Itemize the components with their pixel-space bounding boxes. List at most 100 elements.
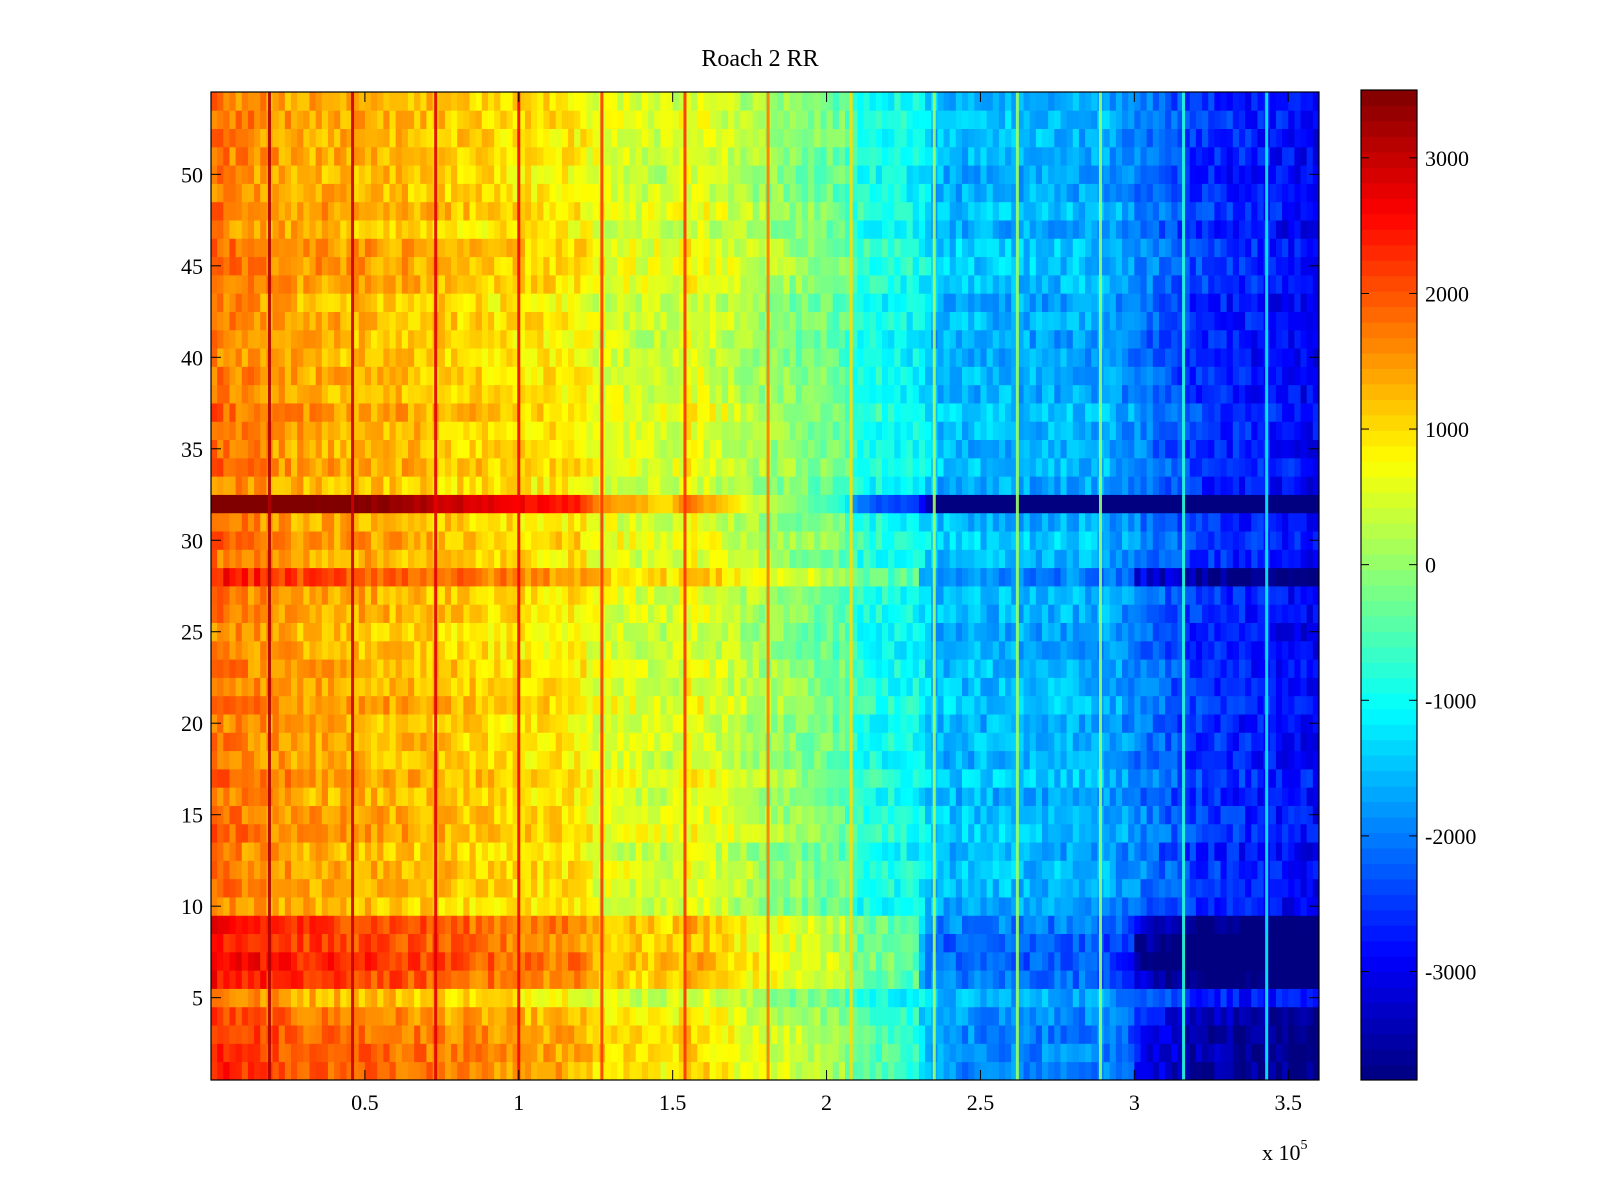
- heatmap-cell: [407, 951, 415, 971]
- heatmap-cell: [506, 1043, 514, 1063]
- heatmap-cell: [691, 823, 698, 843]
- heatmap-cell: [814, 878, 821, 898]
- heatmap-cell: [321, 842, 329, 861]
- heatmap-cell: [555, 842, 563, 861]
- heatmap-cell: [364, 988, 372, 1008]
- heatmap-cell: [1122, 897, 1129, 916]
- heatmap-cell: [1177, 878, 1184, 898]
- heatmap-cell: [709, 915, 717, 935]
- heatmap-cell: [494, 714, 501, 733]
- heatmap-cell: [752, 805, 760, 825]
- heatmap-cell: [549, 915, 557, 935]
- heatmap-cell: [414, 970, 421, 989]
- heatmap-cell: [783, 988, 791, 1008]
- heatmap-cell: [894, 915, 901, 935]
- heatmap-cell: [783, 640, 791, 660]
- heatmap-cell: [352, 659, 360, 678]
- heatmap-cell: [801, 750, 809, 770]
- heatmap-cell: [703, 567, 710, 587]
- heatmap-cell: [863, 823, 871, 843]
- heatmap-cell: [863, 732, 871, 752]
- heatmap-cell: [660, 988, 667, 1008]
- heatmap-cell: [518, 768, 526, 788]
- heatmap-cell: [561, 714, 569, 733]
- heatmap-cell: [407, 842, 415, 861]
- heatmap-cell: [494, 640, 501, 660]
- heatmap-cell: [549, 1043, 557, 1063]
- heatmap-cell: [426, 1025, 433, 1044]
- heatmap-cell: [1005, 823, 1012, 843]
- heatmap-cell: [1128, 677, 1135, 697]
- heatmap-cell: [998, 988, 1006, 1008]
- heatmap-cell: [961, 567, 969, 587]
- heatmap-cell: [845, 860, 852, 880]
- chart-title: Roach 2 RR: [701, 46, 818, 72]
- heatmap-cell: [629, 988, 637, 1008]
- heatmap-cell: [691, 677, 698, 697]
- heatmap-cell: [832, 951, 840, 971]
- heatmap-cell: [1078, 897, 1086, 916]
- heatmap-cell: [284, 933, 292, 953]
- heatmap-cell: [1066, 732, 1074, 752]
- heatmap-cell: [457, 567, 464, 587]
- heatmap-cell: [247, 915, 255, 935]
- heatmap-cell: [746, 567, 754, 587]
- heatmap-cell: [1183, 622, 1191, 642]
- heatmap-cell: [241, 1061, 249, 1081]
- heatmap-cell: [715, 732, 723, 752]
- heatmap-cell: [426, 860, 433, 880]
- heatmap-cell: [358, 768, 366, 788]
- heatmap-cell: [1232, 951, 1240, 971]
- heatmap-cell: [555, 714, 563, 733]
- heatmap-cell: [444, 659, 452, 678]
- heatmap-cell: [1042, 567, 1049, 587]
- heatmap-cell: [795, 750, 803, 770]
- heatmap-cell: [777, 622, 784, 642]
- heatmap-cell: [752, 1006, 760, 1026]
- heatmap-cell: [340, 768, 347, 788]
- heatmap-cell: [826, 823, 834, 843]
- heatmap-cell: [451, 823, 458, 843]
- heatmap-cell: [1146, 640, 1154, 660]
- heatmap-cell: [1134, 640, 1141, 660]
- heatmap-cell: [463, 988, 470, 1008]
- heatmap-cell: [327, 933, 335, 953]
- heatmap-cell: [648, 714, 655, 733]
- heatmap-cell: [684, 677, 692, 697]
- heatmap-cell: [851, 604, 858, 623]
- heatmap-cell: [303, 805, 310, 825]
- heatmap-cell: [752, 897, 760, 916]
- heatmap-cell: [1029, 640, 1037, 660]
- heatmap-cell: [555, 695, 563, 715]
- heatmap-cell: [512, 860, 520, 880]
- heatmap-cell: [1214, 1061, 1221, 1081]
- heatmap-cell: [1300, 732, 1308, 752]
- heatmap-cell: [1134, 805, 1141, 825]
- heatmap-cell: [488, 604, 495, 623]
- heatmap-cell: [260, 1025, 267, 1044]
- heatmap-cell: [1060, 1025, 1068, 1044]
- heatmap-cell: [272, 732, 280, 752]
- heatmap-cell: [943, 586, 951, 605]
- heatmap-cell: [1158, 586, 1166, 605]
- heatmap-cell: [925, 915, 932, 935]
- heatmap-cell: [648, 951, 655, 971]
- heatmap-cell: [986, 878, 994, 898]
- heatmap-cell: [986, 1006, 994, 1026]
- heatmap-cell: [1042, 768, 1049, 788]
- heatmap-cell: [654, 860, 661, 880]
- heatmap-cell: [611, 897, 618, 916]
- heatmap-cell: [869, 988, 877, 1008]
- heatmap-cell: [537, 970, 544, 989]
- heatmap-cell: [814, 988, 821, 1008]
- heatmap-cell: [512, 622, 520, 642]
- heatmap-cell: [820, 750, 827, 770]
- heatmap-cell: [845, 1006, 852, 1026]
- heatmap-cell: [1146, 586, 1154, 605]
- heatmap-cell: [826, 768, 834, 788]
- heatmap-cell: [364, 970, 372, 989]
- heatmap-cell: [561, 1043, 569, 1063]
- heatmap-cell: [1220, 1006, 1228, 1026]
- heatmap-cell: [1066, 586, 1074, 605]
- heatmap-cell: [512, 604, 520, 623]
